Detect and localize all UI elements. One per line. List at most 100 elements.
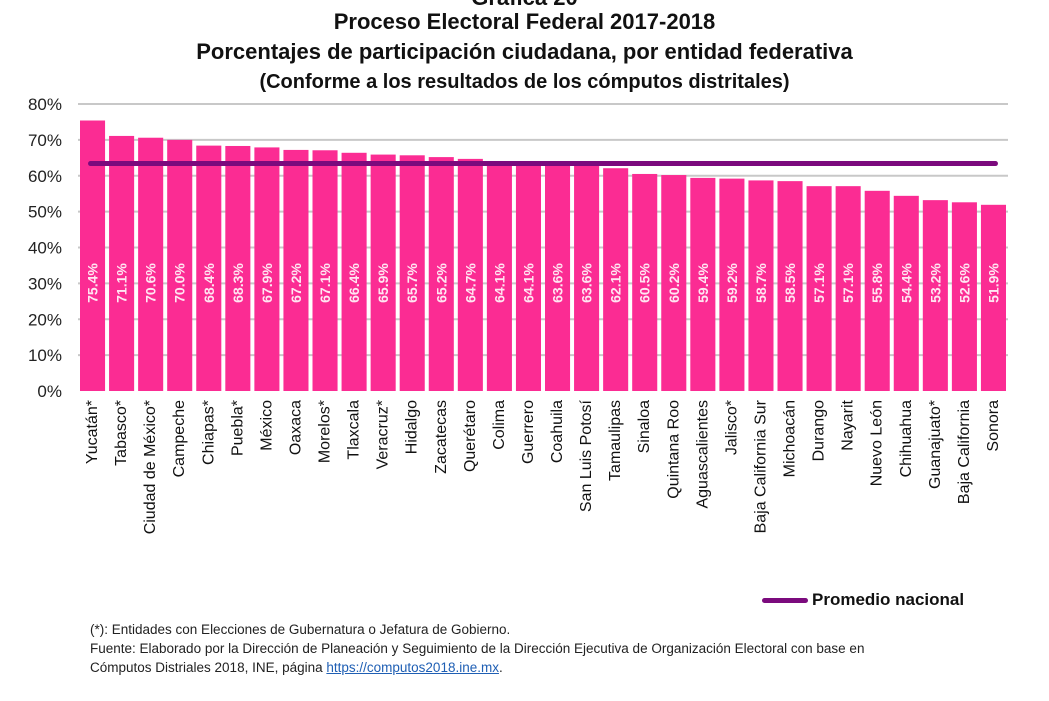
y-tick-label: 50%	[28, 203, 62, 222]
bar-value-label: 59.2%	[724, 263, 740, 303]
bar	[574, 162, 600, 391]
x-tick-label: Baja California	[956, 400, 973, 504]
bar-value-label: 70.0%	[172, 263, 188, 303]
bar	[893, 195, 919, 391]
bar-value-label: 71.1%	[114, 263, 130, 303]
bar	[225, 145, 251, 391]
bar	[399, 155, 425, 391]
x-tick-label: Morelos*	[317, 400, 334, 463]
bar-data-labels: 75.4% 71.1% 70.6% 70.0% 68.4% 68.3% 67.9% 67.2%…	[85, 263, 1002, 303]
bar	[138, 137, 164, 391]
y-axis-ticks: 0% 10% 20% 30% 40% 50% 60% 70% 80%	[28, 95, 62, 401]
bar	[835, 186, 861, 391]
bar	[951, 202, 977, 391]
bar	[341, 152, 367, 391]
x-tick-label: Durango	[811, 400, 828, 461]
bar	[254, 147, 280, 391]
source-line-1: Fuente: Elaborado por la Dirección de Pl…	[90, 641, 865, 656]
bar-value-label: 60.2%	[666, 263, 682, 303]
source-link[interactable]: https://computos2018.ine.mx	[326, 660, 499, 675]
bar	[283, 149, 309, 391]
footer-notes: (*): Entidades con Elecciones de Guberna…	[90, 620, 1010, 677]
bar-value-label: 63.6%	[550, 263, 566, 303]
bar-value-label: 65.2%	[433, 263, 449, 303]
chart-number-title: Gráfica 20	[0, 0, 1049, 11]
bar-value-label: 70.6%	[143, 263, 159, 303]
x-tick-label: Quintana Roo	[665, 400, 682, 499]
bar-value-label: 59.4%	[695, 263, 711, 303]
x-tick-label: México	[258, 400, 275, 451]
footnote-asterisk: (*): Entidades con Elecciones de Guberna…	[90, 622, 511, 637]
bar	[370, 154, 396, 391]
bar	[457, 158, 483, 391]
bar	[980, 204, 1006, 391]
y-tick-label: 0%	[37, 382, 62, 401]
bar-value-label: 68.3%	[230, 263, 246, 303]
x-tick-label: Tabasco*	[113, 400, 130, 466]
bar-value-label: 68.4%	[201, 263, 217, 303]
x-tick-label: Aguascalientes	[694, 400, 711, 509]
bar-value-label: 66.4%	[346, 263, 362, 303]
bar	[748, 180, 774, 391]
bar	[603, 168, 629, 391]
bar-value-label: 53.2%	[927, 263, 943, 303]
legend-average-label: Promedio nacional	[812, 590, 965, 609]
x-tick-label: Jalisco*	[723, 400, 740, 455]
source-line-2-prefix: Cómputos Distriales 2018, INE, página	[90, 660, 327, 675]
x-tick-label: Veracruz*	[375, 400, 392, 469]
x-tick-label: Tamaulipas	[607, 400, 624, 481]
x-tick-label: Campeche	[171, 400, 188, 477]
y-tick-label: 20%	[28, 310, 62, 329]
bar	[545, 162, 571, 391]
bar-value-label: 64.7%	[462, 263, 478, 303]
y-tick-label: 30%	[28, 274, 62, 293]
chart-subtitle: Porcentajes de participación ciudadana, …	[196, 39, 853, 64]
x-tick-label: San Luis Potosí	[578, 399, 595, 512]
x-tick-label: Chiapas*	[200, 400, 217, 465]
x-tick-label: Oaxaca	[287, 400, 304, 455]
x-tick-label: Querétaro	[462, 400, 479, 472]
source-line-2: Cómputos Distriales 2018, INE, página ht…	[90, 658, 1010, 677]
bar	[806, 186, 832, 391]
legend-average-line-swatch	[762, 597, 808, 603]
bar-value-label: 64.1%	[491, 263, 507, 303]
y-tick-label: 70%	[28, 131, 62, 150]
bar-value-label: 57.1%	[840, 263, 856, 303]
x-tick-label: Coahuila	[549, 400, 566, 463]
x-tick-label: Guerrero	[520, 400, 537, 464]
bar	[515, 161, 541, 391]
bar-value-label: 62.1%	[608, 263, 624, 303]
bar	[777, 181, 803, 391]
x-tick-label: Nayarit	[840, 399, 857, 450]
y-tick-label: 10%	[28, 346, 62, 365]
x-tick-label: Sinaloa	[636, 400, 653, 453]
bar-value-label: 63.6%	[579, 263, 595, 303]
bar-value-label: 60.5%	[637, 263, 653, 303]
bar-value-label: 51.9%	[985, 263, 1001, 303]
bar-value-label: 58.7%	[753, 263, 769, 303]
bars	[80, 120, 1006, 391]
x-tick-label: Michoacán	[782, 400, 799, 477]
x-axis-labels: Yucatán* Tabasco* Ciudad de México* Campech…	[84, 399, 1002, 534]
bar	[428, 157, 454, 391]
bar	[661, 175, 687, 391]
x-tick-label: Chihuahua	[898, 400, 915, 478]
legend: Promedio nacional	[762, 590, 964, 610]
y-tick-label: 80%	[28, 95, 62, 114]
y-tick-label: 40%	[28, 239, 62, 258]
bar-value-label: 65.9%	[375, 263, 391, 303]
bar-value-label: 58.5%	[782, 263, 798, 303]
bar	[719, 178, 745, 391]
bar	[167, 139, 193, 391]
x-tick-label: Colima	[491, 400, 508, 450]
x-tick-label: Hidalgo	[404, 400, 421, 454]
bar-chart: 0% 10% 20% 30% 40% 50% 60% 70% 80% 75.4% 71.1% 70.…	[28, 95, 1008, 534]
bar-value-label: 54.4%	[898, 263, 914, 303]
bar-value-label: 67.2%	[288, 263, 304, 303]
bar-value-label: 67.9%	[259, 263, 275, 303]
bar	[196, 145, 222, 391]
x-tick-label: Ciudad de México*	[142, 400, 159, 534]
bar-value-label: 52.6%	[956, 263, 972, 303]
source-line-2-suffix: .	[498, 660, 503, 675]
bar-value-label: 57.1%	[811, 263, 827, 303]
